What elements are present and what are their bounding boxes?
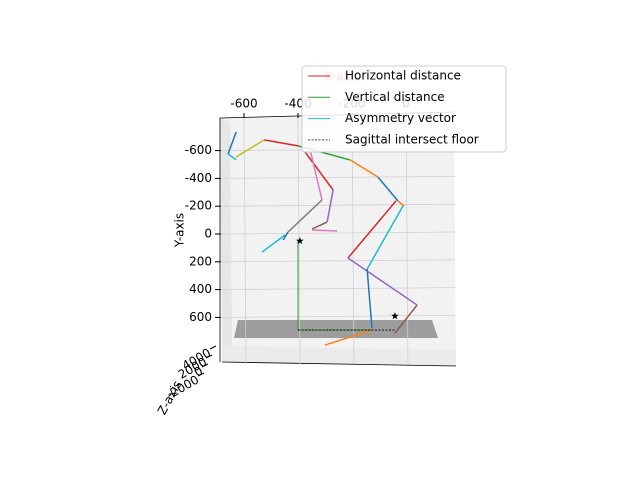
tick-mark bbox=[205, 354, 213, 359]
skeleton-segment bbox=[287, 199, 323, 233]
grid-line bbox=[351, 115, 355, 365]
grid-line bbox=[405, 115, 409, 365]
tick-mark bbox=[201, 363, 209, 368]
y-tick-label: 0 bbox=[204, 227, 212, 241]
y-tick-label: -600 bbox=[185, 143, 212, 157]
skeleton-segment bbox=[264, 139, 299, 147]
skeleton-segment bbox=[324, 329, 373, 346]
legend: Horizontal distance Vertical distance Asym… bbox=[301, 65, 507, 153]
skeleton-segment bbox=[235, 139, 265, 158]
grid-line bbox=[221, 231, 456, 235]
floor-plane bbox=[234, 320, 438, 338]
legend-label: Sagittal intersect floor bbox=[345, 132, 479, 146]
skeleton-segment bbox=[227, 131, 237, 155]
tick-mark bbox=[197, 372, 205, 377]
y-tick-label: 600 bbox=[189, 310, 212, 324]
grid-line bbox=[221, 176, 456, 179]
grid-line bbox=[221, 203, 456, 207]
skeleton-segment bbox=[394, 304, 418, 334]
grid-line bbox=[221, 259, 456, 263]
y-tick-label: 200 bbox=[189, 254, 212, 268]
skeleton-segment bbox=[311, 221, 328, 230]
y-tick-label: -400 bbox=[185, 171, 212, 185]
y-tick-label: -200 bbox=[185, 199, 212, 213]
legend-label: Vertical distance bbox=[345, 90, 445, 104]
skeleton-segment bbox=[347, 200, 397, 259]
legend-label: Asymmetry vector bbox=[345, 111, 456, 125]
star-marker bbox=[296, 236, 304, 245]
skeleton-segment bbox=[309, 149, 323, 201]
axis-line bbox=[221, 361, 457, 367]
skeleton-segment bbox=[326, 189, 334, 223]
skeleton-segment bbox=[261, 234, 286, 253]
grid-line bbox=[221, 315, 456, 318]
skeleton-segment bbox=[377, 176, 399, 202]
skeleton-segment bbox=[282, 231, 289, 241]
grid-line bbox=[221, 287, 456, 290]
skeleton-segment bbox=[349, 159, 379, 178]
tick-mark bbox=[209, 345, 217, 350]
x-tick-label: -600 bbox=[230, 97, 257, 111]
skeleton-segment bbox=[227, 153, 237, 161]
side-pane bbox=[220, 118, 232, 362]
star-marker bbox=[391, 312, 399, 320]
y-tick-label: 400 bbox=[189, 282, 212, 296]
skeleton-segment bbox=[366, 205, 404, 270]
legend-label: Horizontal distance bbox=[345, 69, 461, 83]
skeleton-segment bbox=[304, 151, 334, 191]
grid-line bbox=[243, 115, 247, 365]
floor-pane bbox=[222, 346, 456, 366]
skeleton-segment bbox=[312, 229, 338, 232]
back-pane bbox=[220, 112, 456, 366]
skeleton-segment bbox=[347, 257, 418, 306]
skeleton-segment bbox=[366, 268, 373, 329]
skeleton-segment bbox=[397, 200, 405, 207]
y-axis-label: Y-axis bbox=[173, 213, 187, 248]
legend-box bbox=[301, 65, 507, 153]
